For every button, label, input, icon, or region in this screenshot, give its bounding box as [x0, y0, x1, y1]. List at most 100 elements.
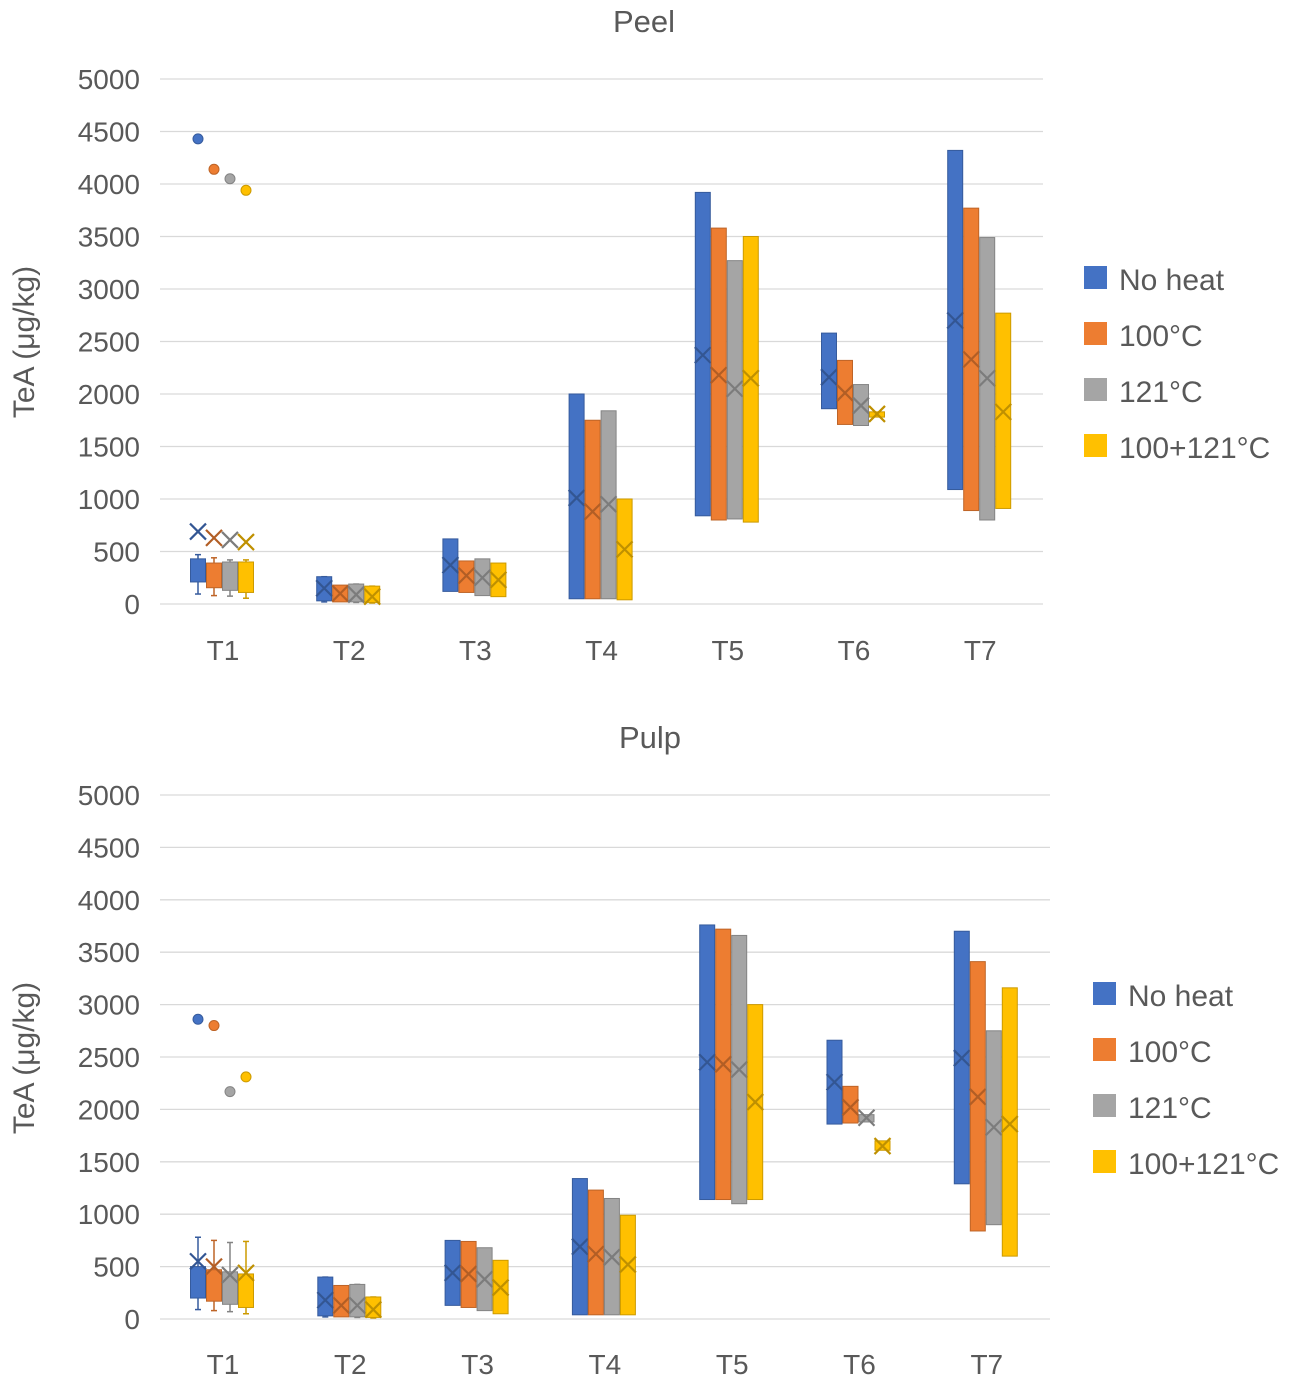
x-tick-label: T7	[970, 1349, 1003, 1380]
y-tick-label: 4500	[78, 117, 140, 148]
x-tick-label: T3	[459, 635, 492, 666]
x-tick-label: T3	[461, 1349, 494, 1380]
box-no-heat-t5	[698, 924, 716, 1201]
box-100-121-c-t3	[491, 1259, 510, 1315]
mean-marker	[841, 1098, 860, 1117]
mean-marker	[978, 369, 996, 388]
mean-marker	[714, 1055, 732, 1074]
y-tick-label: 1000	[78, 1199, 140, 1230]
box-100-c-t2	[332, 1284, 351, 1318]
box	[1001, 987, 1018, 1257]
mean-marker	[694, 346, 712, 364]
x-tick-label: T6	[843, 1349, 876, 1380]
outlier-point	[240, 1071, 252, 1083]
legend-label-no-heat: No heat	[1119, 264, 1225, 297]
legend-swatch-no-heat	[1084, 266, 1107, 289]
box	[206, 1269, 222, 1302]
legend-label-100-121c: 100+121°C	[1128, 1148, 1279, 1181]
box-100-121-c-t2	[363, 585, 381, 606]
outlier-point	[224, 1086, 236, 1098]
y-tick-label: 500	[93, 1252, 140, 1283]
box	[584, 419, 601, 600]
mean-marker	[873, 1137, 892, 1155]
box-100-c-t1	[205, 1020, 223, 1312]
box	[190, 1266, 206, 1299]
box-no-heat-t5	[694, 191, 712, 517]
mean-marker	[347, 585, 365, 604]
box-100-121-c-t4	[619, 1214, 637, 1316]
legend: No heat 100°C 121°C 100+121°C	[1084, 264, 1270, 465]
mean-marker	[189, 1252, 207, 1271]
mean-marker	[315, 579, 333, 598]
box-100-c-t3	[457, 560, 476, 593]
box-no-heat-t2	[316, 1276, 335, 1318]
mean-marker	[820, 368, 838, 386]
box-100-c-t5	[714, 928, 732, 1201]
mean-marker	[953, 1049, 971, 1067]
mean-marker	[443, 1264, 462, 1282]
y-tick-label: 1500	[78, 1147, 140, 1178]
box-100-121-c-t4	[615, 498, 634, 601]
box-100-c-t2	[331, 584, 349, 603]
mean-marker	[473, 568, 492, 587]
mean-marker	[599, 495, 618, 514]
box-121-c-t5	[726, 260, 744, 520]
mean-marker	[730, 1060, 748, 1079]
y-tick-label: 4000	[78, 169, 140, 200]
box-100-121-c-t5	[742, 236, 760, 523]
box-100-121-c-t7	[1001, 987, 1019, 1257]
legend-label-100c: 100°C	[1119, 320, 1203, 353]
mean-marker	[363, 587, 381, 606]
y-tick-label: 0	[124, 589, 140, 620]
y-axis-label: TeA (μg/kg)	[8, 266, 41, 418]
box-no-heat-t6	[820, 332, 838, 410]
x-tick-label: T6	[838, 635, 871, 666]
outlier-point	[208, 1020, 220, 1032]
box-100-c-t6	[836, 359, 854, 425]
box	[222, 561, 238, 591]
box-100-c-t1	[205, 163, 223, 597]
mean-marker	[619, 1255, 637, 1274]
box-121-c-t6	[857, 1109, 876, 1127]
legend-label-121c: 121°C	[1128, 1092, 1212, 1125]
box-no-heat-t3	[443, 1239, 462, 1306]
box	[317, 1276, 334, 1317]
x-tick-label: T5	[711, 635, 744, 666]
box-121-c-t4	[599, 410, 618, 600]
mean-marker	[615, 540, 634, 559]
mean-marker	[857, 1109, 876, 1127]
box	[206, 562, 222, 589]
mean-marker	[571, 1237, 589, 1256]
box-no-heat-t1	[189, 1013, 207, 1311]
x-tick-label: T5	[716, 1349, 749, 1380]
box	[842, 1085, 859, 1124]
box-121-c-t7	[978, 237, 996, 521]
legend-swatch-121c	[1093, 1094, 1116, 1117]
x-tick-label: T2	[333, 635, 366, 666]
mean-marker	[698, 1053, 716, 1072]
mean-marker	[237, 533, 255, 551]
x-tick-label: T4	[585, 635, 618, 666]
legend-swatch-100-121c	[1084, 434, 1107, 457]
box-121-c-t1	[221, 1086, 239, 1313]
legend: No heat 100°C 121°C 100+121°C	[1093, 980, 1279, 1181]
mean-marker	[603, 1248, 621, 1266]
x-tick-label: T4	[589, 1349, 622, 1380]
mean-marker	[567, 489, 586, 507]
mean-marker	[852, 396, 870, 415]
outlier-point	[192, 1013, 204, 1025]
mean-marker	[205, 529, 223, 547]
peel-chart: Peel TeA (μg/kg) 0 500 1000 1500 2000 2500 300…	[8, 4, 1270, 666]
y-tick-label: 3000	[78, 274, 140, 305]
y-tick-label: 4000	[78, 885, 140, 916]
legend-swatch-100-121c	[1093, 1150, 1116, 1173]
box-no-heat-t2	[315, 575, 333, 603]
box-no-heat-t1	[189, 133, 207, 595]
y-axis-label: TeA (μg/kg)	[8, 982, 41, 1134]
y-tick-label: 4500	[78, 832, 140, 863]
mean-marker	[237, 1264, 255, 1282]
mean-marker	[710, 366, 728, 384]
pulp-chart: Pulp TeA (μg/kg) 0 500 1000 1500 2000 2500 300…	[8, 720, 1279, 1380]
mean-marker	[221, 531, 239, 549]
outlier-point	[240, 184, 252, 196]
